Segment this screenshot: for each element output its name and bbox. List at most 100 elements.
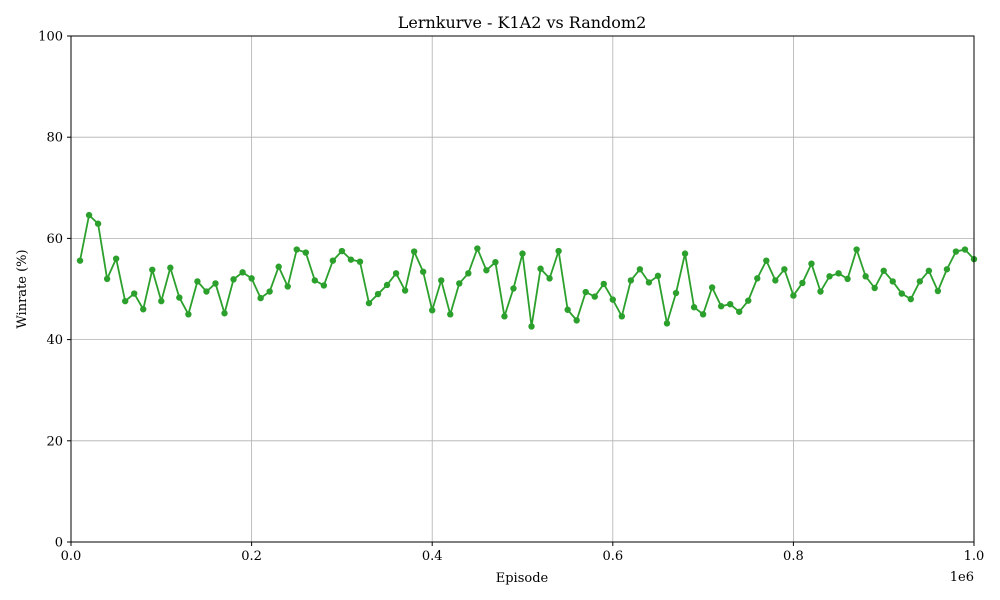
ticks: 0.0 0.2 0.4 0.6 0.8 1.0 0 20 40 60 80 100: [38, 30, 984, 565]
data-point: [546, 275, 553, 282]
data-point: [320, 282, 328, 289]
data-point: [690, 304, 698, 311]
data-point: [528, 323, 535, 330]
data-point: [284, 283, 291, 290]
data-point: [763, 257, 770, 264]
chart-title: Lernkurve - K1A2 vs Random2: [398, 13, 647, 32]
data-point: [880, 267, 887, 274]
data-point: [492, 258, 499, 266]
data-point: [844, 275, 851, 283]
data-point: [239, 269, 246, 276]
data-point: [636, 266, 644, 273]
x-tick-label: 0.6: [602, 549, 623, 564]
data-point: [167, 264, 174, 271]
data-point: [419, 268, 427, 275]
x-tick-label: 0.4: [422, 549, 443, 564]
data-point: [817, 288, 824, 295]
data-point: [438, 277, 445, 284]
data-point: [916, 278, 924, 285]
data-point: [645, 279, 653, 286]
data-point: [149, 266, 156, 273]
data-point: [103, 275, 111, 283]
data-point: [140, 306, 147, 313]
data-point: [392, 270, 400, 277]
x-tick-label: 1.0: [964, 549, 985, 564]
data-point: [410, 248, 418, 255]
data-point: [853, 246, 860, 253]
data-point: [672, 289, 680, 297]
y-tick-label: 60: [46, 232, 63, 247]
data-point: [961, 246, 969, 253]
data-point: [456, 280, 463, 287]
data-point: [609, 296, 616, 303]
series-group: [76, 211, 978, 330]
data-point: [627, 277, 635, 284]
data-point: [862, 273, 869, 280]
x-tick-label: 0.0: [61, 549, 82, 564]
data-point: [808, 260, 815, 267]
data-point: [681, 250, 689, 257]
data-point: [582, 288, 589, 296]
data-point: [112, 255, 120, 262]
data-point: [889, 278, 896, 285]
data-point: [754, 275, 761, 282]
data-point: [131, 290, 138, 297]
data-point: [501, 313, 508, 320]
data-point: [212, 280, 219, 287]
data-point: [85, 211, 93, 219]
x-tick-label: 0.2: [241, 549, 262, 564]
data-point: [925, 267, 933, 274]
data-point: [266, 288, 273, 295]
data-point: [176, 294, 183, 301]
data-point: [654, 272, 662, 280]
data-point: [483, 267, 490, 274]
data-point: [302, 249, 309, 256]
data-point: [356, 258, 364, 265]
data-point: [781, 266, 788, 273]
data-point: [600, 280, 607, 288]
y-tick-label: 0: [55, 536, 63, 551]
data-point: [365, 299, 373, 307]
data-point: [591, 293, 598, 300]
data-point: [374, 290, 382, 298]
data-point: [717, 303, 725, 310]
data-point: [230, 276, 237, 283]
data-point: [898, 290, 905, 297]
data-point: [618, 313, 626, 320]
data-point: [185, 311, 192, 318]
data-point: [158, 297, 165, 305]
series-line: [79, 214, 975, 328]
x-tick-label: 0.8: [783, 549, 804, 564]
y-tick-label: 80: [46, 131, 63, 146]
data-point: [510, 285, 517, 292]
data-point: [293, 246, 300, 253]
data-point: [934, 287, 942, 295]
data-point: [447, 311, 454, 318]
x-axis-offset-label: 1e6: [950, 570, 974, 585]
data-point: [708, 284, 716, 291]
data-point: [401, 287, 409, 294]
data-point: [835, 270, 842, 277]
data-point: [257, 294, 264, 302]
data-point: [121, 297, 129, 305]
data-point: [338, 247, 346, 255]
data-point: [726, 300, 734, 308]
data-point: [347, 256, 355, 263]
x-axis-title: Episode: [496, 571, 549, 586]
data-point: [745, 297, 752, 304]
data-point: [699, 311, 707, 318]
plot-frame: [70, 35, 975, 543]
data-point: [907, 295, 914, 303]
data-point: [465, 270, 472, 277]
data-point: [772, 277, 779, 284]
y-tick-label: 100: [38, 30, 63, 45]
data-point: [555, 247, 562, 255]
data-point: [275, 263, 282, 270]
data-point: [429, 307, 436, 314]
data-point: [221, 310, 228, 317]
y-tick-label: 20: [46, 434, 63, 449]
data-point: [736, 308, 743, 315]
data-point: [203, 288, 210, 295]
